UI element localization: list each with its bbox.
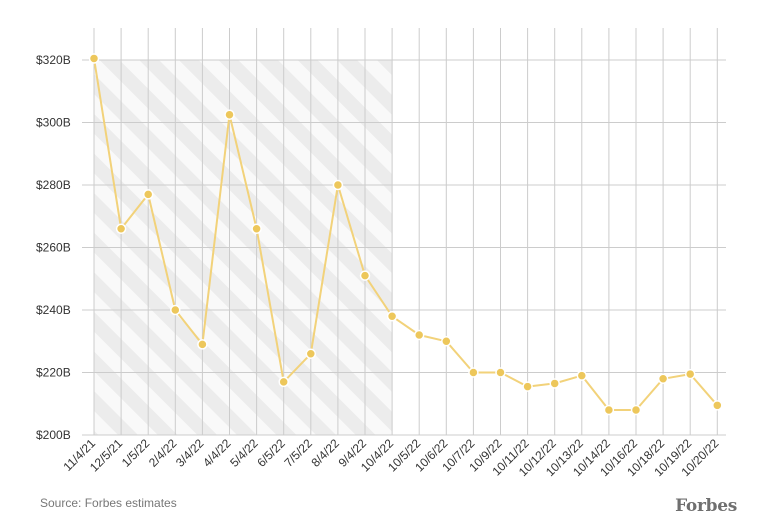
data-point bbox=[386, 311, 398, 322]
source-note: Source: Forbes estimates bbox=[40, 496, 177, 510]
data-point bbox=[441, 336, 452, 347]
x-tick-label: 1/5/22 bbox=[119, 436, 153, 470]
y-tick-label: $320B bbox=[36, 53, 71, 67]
y-tick-label: $300B bbox=[36, 116, 71, 130]
y-tick-label: $220B bbox=[36, 366, 71, 380]
x-tick-label: 7/5/22 bbox=[281, 436, 315, 470]
forbes-logo: Forbes bbox=[675, 496, 737, 516]
data-point bbox=[170, 304, 181, 316]
data-point bbox=[603, 404, 615, 416]
data-point bbox=[630, 404, 642, 416]
x-tick-label: 8/4/22 bbox=[309, 436, 343, 470]
data-point bbox=[657, 373, 669, 384]
data-point bbox=[251, 223, 262, 234]
x-tick-label: 2/4/22 bbox=[146, 436, 180, 470]
data-point bbox=[712, 400, 723, 411]
data-point bbox=[549, 378, 560, 389]
data-point bbox=[305, 348, 317, 359]
data-point bbox=[468, 367, 479, 378]
data-point bbox=[278, 376, 289, 388]
data-point bbox=[224, 109, 235, 120]
data-point bbox=[359, 270, 371, 281]
data-point bbox=[684, 368, 696, 380]
data-point bbox=[413, 329, 425, 341]
data-point bbox=[115, 223, 127, 234]
data-point bbox=[197, 339, 208, 350]
y-tick-label: $200B bbox=[36, 428, 71, 442]
y-tick-label: $280B bbox=[36, 178, 71, 192]
x-tick-label: 5/4/22 bbox=[227, 436, 261, 470]
x-tick-label: 3/4/22 bbox=[173, 436, 207, 470]
x-tick-label: 4/4/22 bbox=[200, 436, 234, 470]
y-tick-label: $240B bbox=[36, 303, 71, 317]
y-tick-label: $260B bbox=[36, 241, 71, 255]
x-tick-label: 6/5/22 bbox=[254, 436, 288, 470]
data-point bbox=[332, 179, 344, 191]
data-point bbox=[142, 189, 154, 200]
data-point bbox=[88, 53, 100, 64]
data-point bbox=[522, 381, 533, 392]
data-point bbox=[495, 367, 506, 378]
data-point bbox=[576, 370, 588, 381]
